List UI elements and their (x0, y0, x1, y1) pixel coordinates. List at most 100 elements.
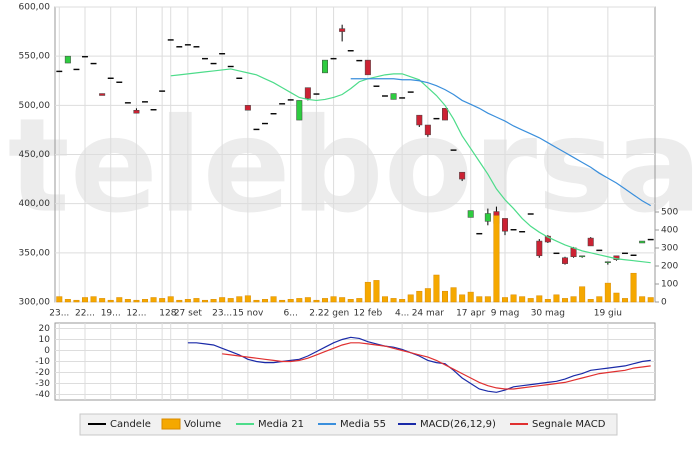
volume-bar (159, 298, 166, 303)
candle-body (373, 85, 380, 87)
legend-label[interactable]: Media 21 (258, 419, 304, 430)
candle-body (467, 210, 474, 218)
x-tick-label: 30 mag (531, 309, 565, 319)
volume-bar (330, 296, 337, 303)
x-tick-label: 12 feb (353, 309, 382, 319)
x-tick-label: 1 (159, 309, 165, 319)
volume-bar (450, 287, 457, 303)
candle-body (244, 105, 251, 111)
volume-bar (373, 280, 380, 303)
y-tick-label: -10 (35, 357, 50, 367)
candle-body (184, 44, 191, 46)
candle-body (364, 59, 371, 76)
volume-bar (244, 295, 251, 303)
volume-bar (622, 298, 628, 303)
volume-bar (493, 215, 500, 303)
y-tick-label: -30 (35, 379, 50, 389)
candle-body (407, 91, 414, 93)
candle-body (579, 255, 586, 258)
y-tick-label: 0 (44, 346, 50, 356)
candle-body (270, 112, 277, 115)
volume-bar (210, 299, 217, 303)
candle-body (347, 50, 354, 52)
legend (79, 413, 618, 436)
candle-body (553, 252, 560, 255)
volume-bar (527, 298, 534, 303)
volume-bar (424, 288, 431, 303)
candle-body (296, 100, 303, 121)
volume-bar (279, 299, 286, 303)
candle-body (510, 229, 517, 231)
x-tick-label: 19... (101, 309, 121, 319)
candle-body (622, 252, 628, 255)
volume-bar (562, 298, 568, 303)
candle-body (253, 128, 260, 131)
candle-body (107, 77, 114, 80)
volume-bar (167, 296, 174, 303)
legend-label[interactable]: Volume (184, 419, 221, 430)
volume-bar (82, 297, 88, 303)
x-tick-label: 12... (126, 309, 146, 319)
volume-bar (519, 296, 526, 303)
y2-tick-label: 200 (661, 262, 678, 272)
volume-bar (604, 282, 611, 303)
candle-body (416, 114, 423, 126)
candle-body (570, 247, 577, 258)
candle-body (210, 62, 217, 65)
volume-bar (184, 299, 191, 303)
volume-bar (227, 298, 234, 303)
candle-body (142, 101, 148, 103)
volume-bar (647, 297, 654, 303)
candle-body (73, 68, 80, 71)
candle-body (596, 249, 603, 252)
x-tick-label: 9 mag (491, 309, 520, 319)
volume-bar (416, 290, 423, 303)
legend-label[interactable]: Candele (110, 419, 151, 430)
volume-bar (236, 296, 243, 303)
volume-bar (459, 294, 466, 303)
x-tick-label: 15 nov (232, 309, 264, 319)
volume-bar (502, 297, 508, 303)
candle-body (442, 108, 448, 121)
volume-bar (99, 298, 106, 303)
volume-bar (296, 298, 303, 303)
candle-body (176, 46, 183, 48)
volume-bar (107, 299, 114, 303)
volume-bar (64, 299, 71, 303)
line-series (170, 68, 651, 264)
legend-label[interactable]: MACD(26,12,9) (420, 419, 496, 430)
candle-body (630, 254, 637, 257)
y-tick-label: 600,00 (19, 3, 51, 13)
candle-body (356, 59, 363, 62)
volume-bar (536, 295, 543, 303)
y-tick-label: 500,00 (19, 101, 51, 111)
candle-body (236, 77, 243, 80)
x-tick-label: 28 (165, 309, 177, 319)
volume-bar (544, 299, 551, 303)
candle-body (639, 240, 646, 244)
candle-body (399, 97, 406, 99)
volume-bar (399, 299, 406, 303)
volume-bar (133, 299, 140, 303)
legend-label[interactable]: Segnale MACD (532, 419, 606, 430)
candle-body (502, 218, 508, 232)
volume-bar (176, 299, 183, 303)
x-tick-label: 27 set (174, 309, 203, 319)
y-tick-label: 400,00 (19, 199, 51, 209)
volume-bar (142, 299, 148, 303)
candle-body (544, 235, 551, 243)
x-tick-label: 22... (75, 309, 95, 319)
volume-bar (356, 298, 363, 303)
legend-label[interactable]: Media 55 (340, 419, 386, 430)
y2-tick-label: 0 (661, 298, 667, 308)
volume-bar (553, 294, 560, 303)
volume-bar (510, 294, 517, 303)
candle-body (90, 62, 97, 65)
candle-body (167, 39, 174, 41)
x-tick-label: 6... (284, 309, 298, 319)
candle-body (124, 102, 131, 104)
candle-body (279, 103, 286, 105)
y2-tick-label: 300 (661, 244, 678, 254)
volume-bar (253, 299, 260, 303)
